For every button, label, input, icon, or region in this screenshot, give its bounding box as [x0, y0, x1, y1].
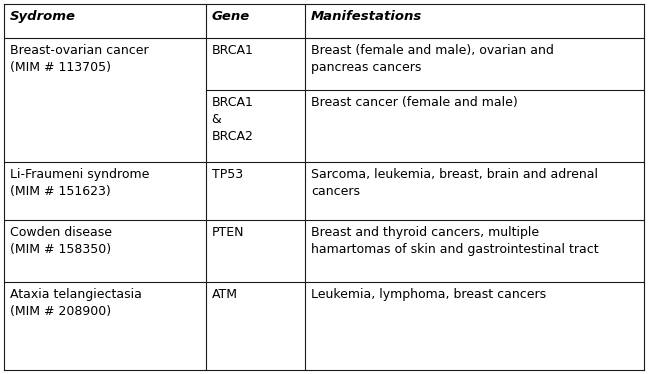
- Text: Manifestations: Manifestations: [311, 10, 422, 23]
- Text: BRCA1
&
BRCA2: BRCA1 & BRCA2: [212, 96, 253, 143]
- Text: Breast and thyroid cancers, multiple
hamartomas of skin and gastrointestinal tra: Breast and thyroid cancers, multiple ham…: [311, 226, 598, 256]
- Text: Sydrome: Sydrome: [10, 10, 76, 23]
- Text: PTEN: PTEN: [212, 226, 244, 239]
- Text: Cowden disease
(MIM # 158350): Cowden disease (MIM # 158350): [10, 226, 112, 256]
- Text: Sarcoma, leukemia, breast, brain and adrenal
cancers: Sarcoma, leukemia, breast, brain and adr…: [311, 168, 598, 198]
- Text: Ataxia telangiectasia
(MIM # 208900): Ataxia telangiectasia (MIM # 208900): [10, 288, 142, 318]
- Text: Breast-ovarian cancer
(MIM # 113705): Breast-ovarian cancer (MIM # 113705): [10, 44, 148, 74]
- Text: ATM: ATM: [212, 288, 238, 301]
- Text: Breast cancer (female and male): Breast cancer (female and male): [311, 96, 518, 109]
- Text: Leukemia, lymphoma, breast cancers: Leukemia, lymphoma, breast cancers: [311, 288, 546, 301]
- Text: Gene: Gene: [212, 10, 250, 23]
- Text: TP53: TP53: [212, 168, 243, 181]
- Text: Breast (female and male), ovarian and
pancreas cancers: Breast (female and male), ovarian and pa…: [311, 44, 553, 74]
- Text: BRCA1: BRCA1: [212, 44, 253, 57]
- Text: Li-Fraumeni syndrome
(MIM # 151623): Li-Fraumeni syndrome (MIM # 151623): [10, 168, 150, 198]
